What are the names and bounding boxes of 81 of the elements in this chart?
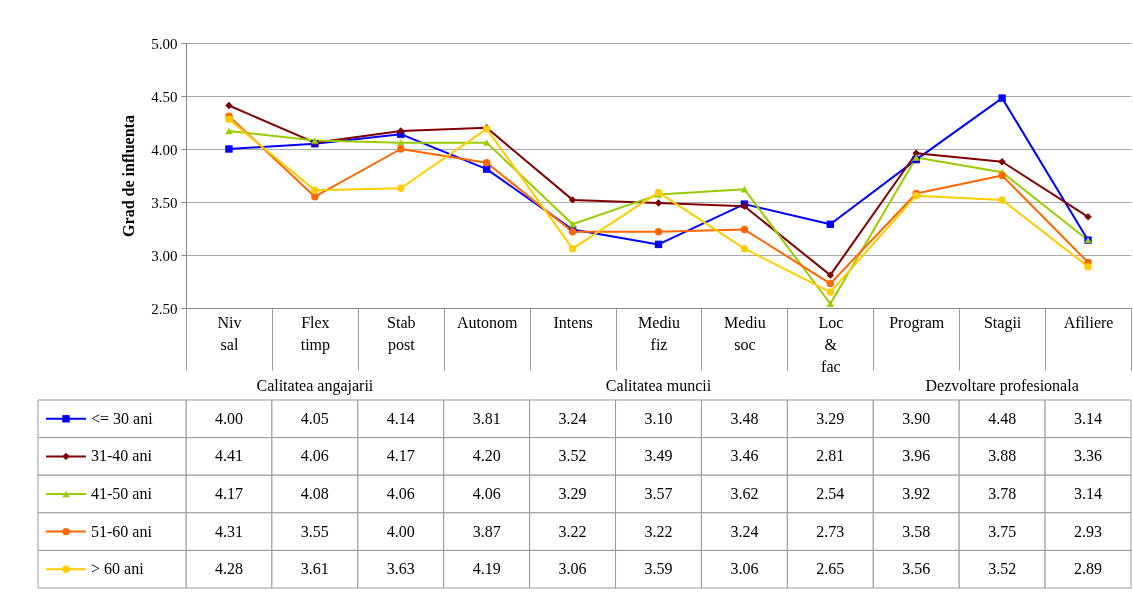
data-label: 3.06: [730, 560, 759, 578]
data-label: 3.48: [730, 409, 759, 427]
data-label: 3.24: [558, 409, 587, 427]
data-label: 3.10: [644, 409, 673, 427]
y-tick-label: 4.00: [151, 141, 178, 158]
data-label: 2.73: [816, 522, 845, 540]
data-label: 4.20: [472, 447, 501, 465]
data-label: 4.00: [214, 409, 243, 427]
data-label: 3.56: [902, 560, 931, 578]
data-label: 3.96: [902, 447, 931, 465]
data-label: 3.46: [730, 447, 759, 465]
data-label: 3.14: [1074, 409, 1103, 427]
legend-label: <= 30 ani: [91, 409, 154, 427]
legend-label: > 60 ani: [91, 560, 145, 578]
data-label: 4.28: [214, 560, 243, 578]
data-label: 3.90: [902, 409, 931, 427]
data-label: 3.29: [816, 409, 845, 427]
data-label: 3.36: [1074, 447, 1103, 465]
y-tick-label: 2.50: [151, 300, 178, 317]
data-label: 4.17: [386, 447, 415, 465]
data-label: 2.89: [1074, 560, 1103, 578]
x-tick-label: Program: [889, 313, 945, 332]
data-label: 3.75: [988, 522, 1017, 540]
data-label: 4.06: [386, 485, 415, 502]
data-label: 3.63: [386, 560, 415, 578]
data-label: 4.17: [214, 485, 243, 502]
data-label: 3.62: [730, 485, 759, 502]
x-tick-label: Afiliere: [1063, 313, 1114, 331]
data-label: 3.57: [644, 485, 673, 502]
data-label: 3.58: [902, 522, 931, 540]
data-label: 4.41: [214, 447, 243, 465]
x-tick-label: Autonom: [456, 313, 518, 331]
data-label: 4.48: [988, 409, 1017, 427]
legend-label: 31-40 ani: [91, 447, 153, 465]
y-tick-label: 4.50: [151, 88, 178, 105]
data-label: 3.14: [1074, 485, 1103, 502]
x-tick-label: Flex timp: [300, 313, 331, 354]
x-tick-label: Mediu fiz: [638, 313, 680, 353]
y-tick-label: 3.00: [151, 247, 178, 264]
x-tick-label: Stab post: [387, 313, 416, 354]
data-label: 4.31: [214, 522, 243, 540]
y-tick-label: 5.00: [151, 35, 178, 52]
x-tick-label: Niv sal: [217, 313, 242, 353]
legend-label: 41-50 ani: [91, 485, 153, 502]
data-label: 3.49: [644, 447, 673, 465]
data-label: 2.65: [816, 560, 845, 578]
data-label: 3.22: [558, 522, 587, 540]
data-label: 4.00: [386, 522, 415, 540]
text: Calitatea angajarii: [256, 377, 374, 395]
y-tick-label: 3.50: [151, 194, 178, 211]
data-label: 3.78: [988, 485, 1017, 502]
data-label: 2.54: [816, 485, 845, 502]
legend-label: 51-60 ani: [91, 522, 153, 540]
data-label: 4.06: [300, 447, 329, 465]
data-label: 3.52: [558, 447, 587, 465]
data-label: 3.52: [988, 560, 1017, 578]
data-label: 3.06: [558, 560, 587, 578]
data-label: 3.88: [988, 447, 1017, 465]
data-label: 3.55: [300, 522, 329, 540]
data-label: 3.61: [300, 560, 329, 578]
text: Calitatea muncii: [605, 377, 712, 394]
data-label: 4.14: [386, 409, 415, 427]
data-label: 3.29: [558, 485, 587, 502]
x-tick-label: Loc & fac: [818, 313, 844, 375]
data-label: 4.19: [472, 560, 501, 578]
data-label: 4.08: [300, 485, 329, 502]
x-tick-label: Mediu soc: [724, 313, 766, 353]
data-label: 2.93: [1074, 522, 1103, 540]
data-label: 2.81: [816, 447, 845, 465]
text: Dezvoltare profesionala: [925, 377, 1079, 395]
x-tick-label: Stagii: [983, 313, 1022, 332]
data-label: 4.05: [300, 409, 329, 427]
data-label: 3.24: [730, 522, 759, 540]
data-label: 3.81: [472, 409, 501, 427]
data-label: 3.92: [902, 485, 931, 502]
data-label: 3.59: [644, 560, 673, 578]
x-tick-label: Intens: [553, 313, 593, 331]
data-label: 4.06: [472, 485, 501, 502]
data-label: 3.87: [472, 522, 501, 540]
data-label: 3.22: [644, 522, 673, 540]
y-axis-title: Grad de influenta: [120, 115, 138, 237]
